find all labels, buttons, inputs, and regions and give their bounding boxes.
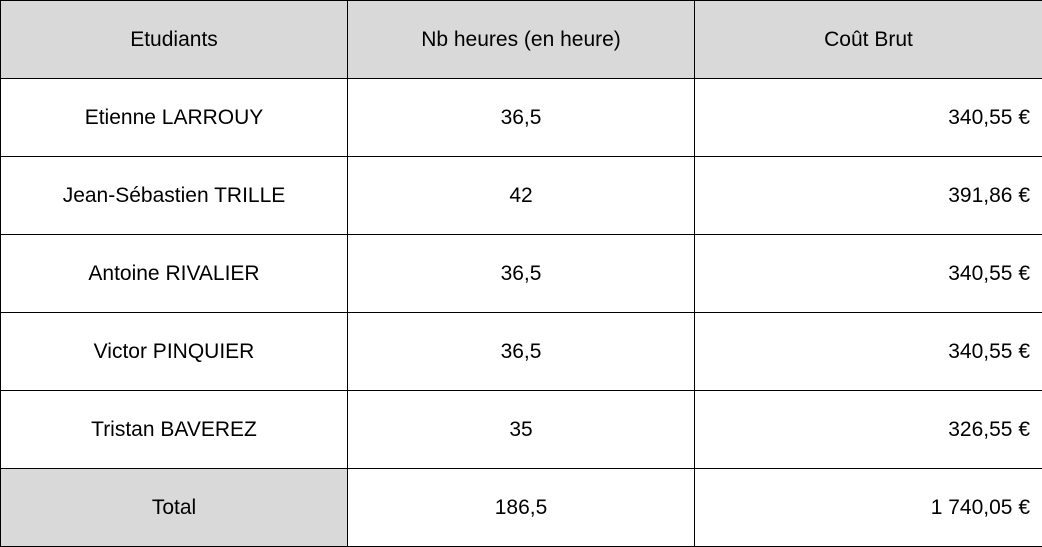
student-hours: 36,5	[347, 78, 695, 157]
student-cost: 326,55 €	[694, 390, 1042, 469]
student-hours: 36,5	[347, 234, 695, 313]
student-name: Victor PINQUIER	[0, 312, 348, 391]
student-hours: 35	[347, 390, 695, 469]
total-label: Total	[0, 468, 348, 547]
table-row: Etienne LARROUY 36,5 340,55 €	[0, 78, 1042, 157]
header-gross-cost: Coût Brut	[694, 0, 1042, 79]
header-hours: Nb heures (en heure)	[347, 0, 695, 79]
table-row: Victor PINQUIER 36,5 340,55 €	[0, 312, 1042, 391]
student-hours: 42	[347, 156, 695, 235]
student-name: Jean-Sébastien TRILLE	[0, 156, 348, 235]
table-row: Tristan BAVEREZ 35 326,55 €	[0, 390, 1042, 469]
student-name: Antoine RIVALIER	[0, 234, 348, 313]
total-cost: 1 740,05 €	[694, 468, 1042, 547]
student-name: Tristan BAVEREZ	[0, 390, 348, 469]
student-hours: 36,5	[347, 312, 695, 391]
table-row: Jean-Sébastien TRILLE 42 391,86 €	[0, 156, 1042, 235]
student-cost: 391,86 €	[694, 156, 1042, 235]
total-hours: 186,5	[347, 468, 695, 547]
header-row: Etudiants Nb heures (en heure) Coût Brut	[0, 0, 1042, 79]
total-row: Total 186,5 1 740,05 €	[0, 468, 1042, 547]
student-name: Etienne LARROUY	[0, 78, 348, 157]
table-row: Antoine RIVALIER 36,5 340,55 €	[0, 234, 1042, 313]
student-cost: 340,55 €	[694, 78, 1042, 157]
student-cost: 340,55 €	[694, 312, 1042, 391]
header-students: Etudiants	[0, 0, 348, 79]
student-cost: 340,55 €	[694, 234, 1042, 313]
